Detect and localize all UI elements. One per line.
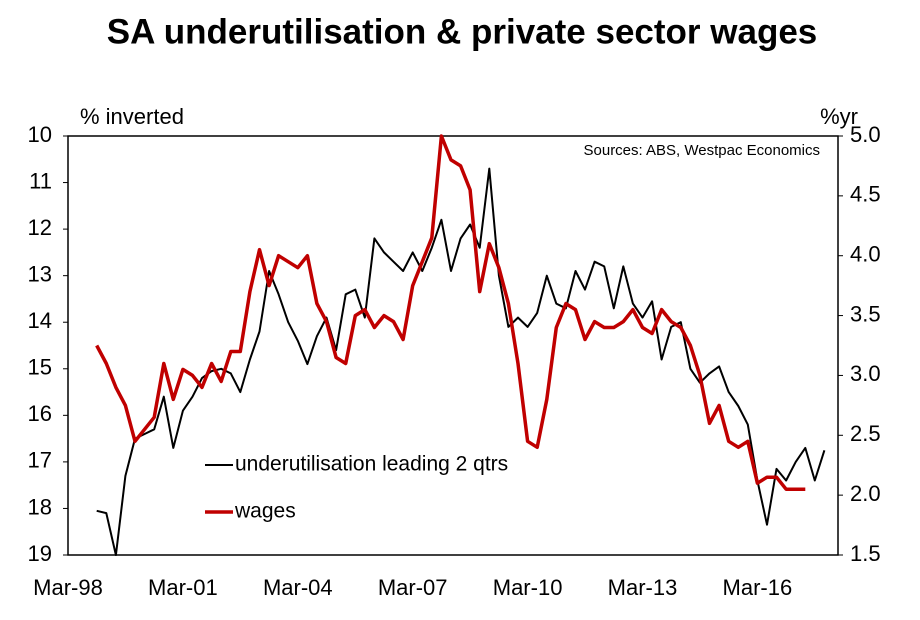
x-tick-label: Mar-01 xyxy=(148,575,218,600)
y-tick-label: 14 xyxy=(28,308,52,333)
x-tick-label: Mar-98 xyxy=(33,575,103,600)
y-tick-label: 11 xyxy=(29,168,52,193)
y2-tick-label: 4.0 xyxy=(850,242,881,267)
y-axis-label: % inverted xyxy=(80,104,184,129)
y-tick-label: 15 xyxy=(28,355,52,380)
series-line xyxy=(95,134,806,491)
y2-tick-label: 1.5 xyxy=(850,541,881,566)
y2-tick-label: 2.0 xyxy=(850,481,881,506)
x-tick-label: Mar-07 xyxy=(378,575,448,600)
y2-tick-label: 4.5 xyxy=(850,182,881,207)
series-line xyxy=(96,167,826,556)
x-tick-label: Mar-04 xyxy=(263,575,333,600)
y-tick-label: 13 xyxy=(28,261,52,286)
y2-tick-label: 3.5 xyxy=(850,301,881,326)
chart-title: SA underutilisation & private sector wag… xyxy=(107,12,818,51)
y2-tick-label: 2.5 xyxy=(850,421,881,446)
legend-label: underutilisation leading 2 qtrs xyxy=(235,453,508,476)
y-tick-label: 17 xyxy=(28,448,52,473)
y-tick-label: 16 xyxy=(28,401,52,426)
x-tick-label: Mar-13 xyxy=(608,575,678,600)
x-tick-label: Mar-10 xyxy=(493,575,563,600)
x-tick-label: Mar-16 xyxy=(723,575,793,600)
y2-tick-label: 5.0 xyxy=(850,122,881,147)
legend-label: wages xyxy=(234,500,296,523)
y-tick-label: 12 xyxy=(28,215,52,240)
y2-tick-label: 3.0 xyxy=(850,361,881,386)
y-tick-label: 10 xyxy=(28,122,52,147)
y2-axis-label: %yr xyxy=(820,104,858,129)
y-tick-label: 18 xyxy=(28,494,52,519)
plot-frame xyxy=(67,135,839,556)
annotation: Sources: ABS, Westpac Economics xyxy=(584,142,821,159)
y-tick-label: 19 xyxy=(28,541,52,566)
